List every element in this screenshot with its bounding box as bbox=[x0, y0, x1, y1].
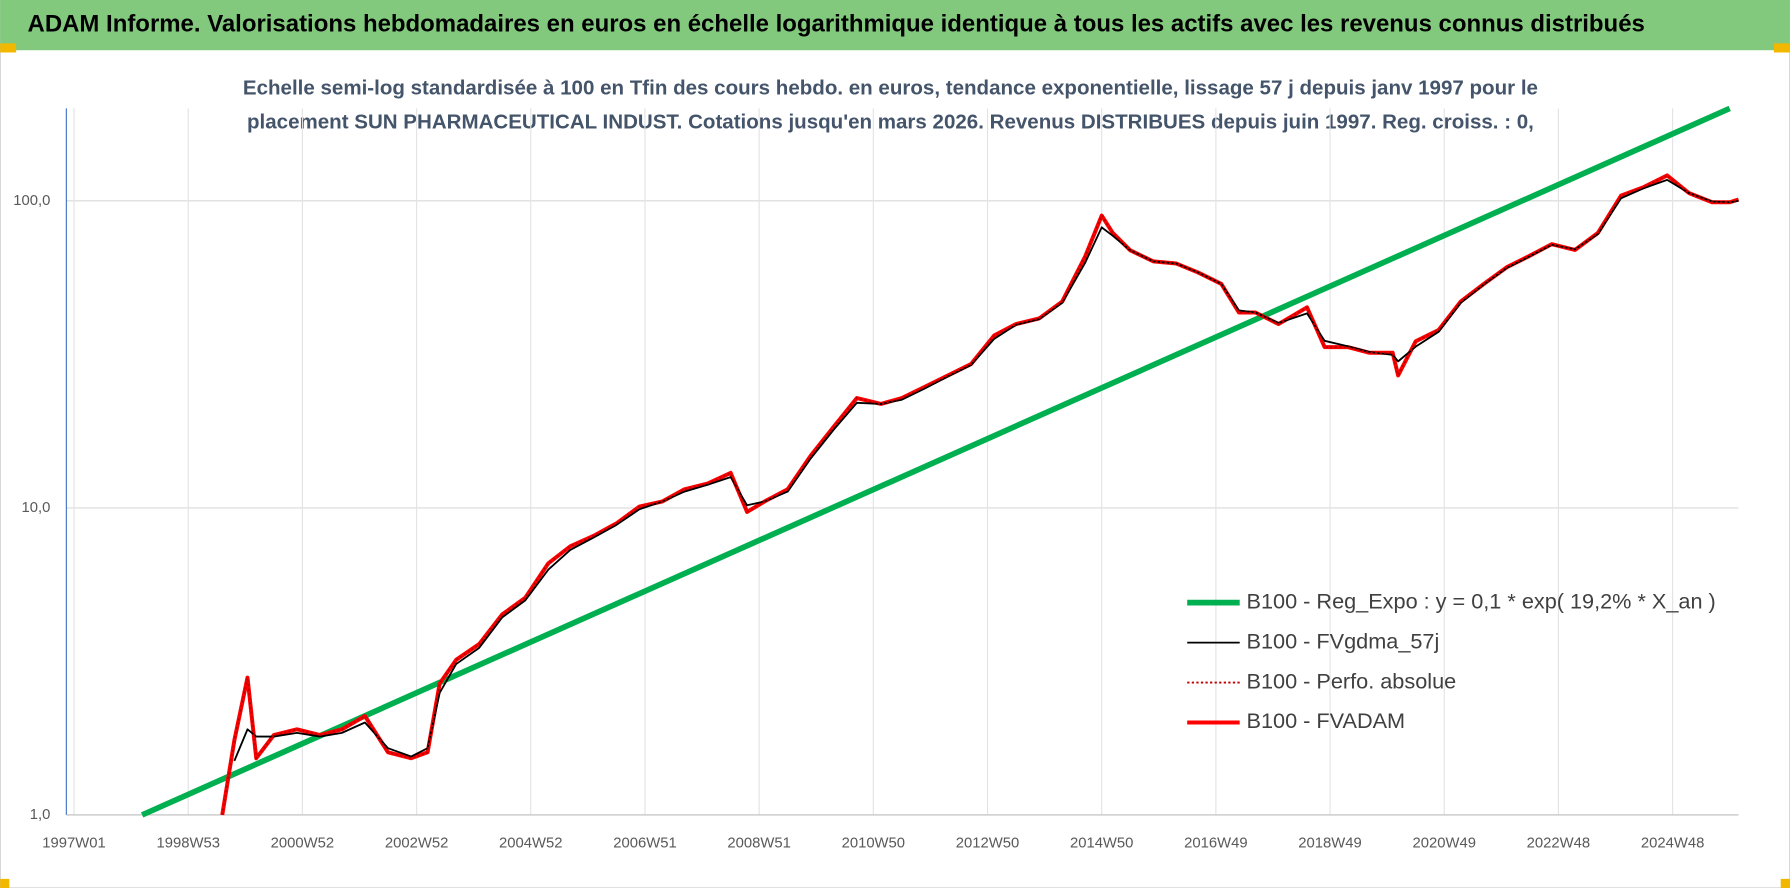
legend-label: B100 - Perfo. absolue bbox=[1247, 668, 1457, 693]
subtitle: Echelle semi-log standardisée à 100 en T… bbox=[243, 76, 1538, 99]
corner bbox=[1780, 878, 1790, 888]
x-tick-label: 2006W51 bbox=[613, 835, 676, 851]
x-tick-label: 2000W52 bbox=[271, 835, 334, 851]
x-tick-label: 2010W50 bbox=[842, 835, 905, 851]
x-tick-label: 2008W51 bbox=[727, 835, 790, 851]
x-tick-label: 2012W50 bbox=[956, 835, 1019, 851]
corner bbox=[1773, 43, 1790, 53]
header-bar bbox=[0, 0, 1790, 51]
y-tick-label: 1,0 bbox=[30, 807, 51, 823]
x-tick-label: 1997W01 bbox=[42, 835, 105, 851]
x-tick-label: 2016W49 bbox=[1184, 835, 1247, 851]
y-tick-label: 10,0 bbox=[21, 500, 50, 516]
x-tick-label: 2018W49 bbox=[1298, 835, 1361, 851]
y-tick-label: 100,0 bbox=[13, 193, 50, 209]
legend-label: B100 - FVADAM bbox=[1247, 708, 1406, 733]
series-line bbox=[221, 174, 1739, 816]
x-tick-label: 2020W49 bbox=[1413, 835, 1476, 851]
x-tick-label: 2004W52 bbox=[499, 835, 562, 851]
header-title: ADAM Informe. Valorisations hebdomadaire… bbox=[28, 10, 1645, 37]
legend-label: B100 - Reg_Expo : y = 0,1 * exp( 19,2% *… bbox=[1247, 588, 1716, 613]
x-tick-label: 2002W52 bbox=[385, 835, 448, 851]
series-line bbox=[140, 105, 1731, 818]
legend-label: B100 - FVgdma_57j bbox=[1247, 628, 1440, 653]
x-tick-label: 2022W48 bbox=[1527, 835, 1590, 851]
x-tick-label: 2024W48 bbox=[1641, 835, 1704, 851]
x-tick-label: 2014W50 bbox=[1070, 835, 1133, 851]
subtitle: placement SUN PHARMACEUTICAL INDUST. Cot… bbox=[247, 111, 1534, 134]
x-tick-label: 1998W53 bbox=[156, 835, 219, 851]
corner bbox=[0, 878, 10, 888]
corner bbox=[0, 43, 17, 53]
